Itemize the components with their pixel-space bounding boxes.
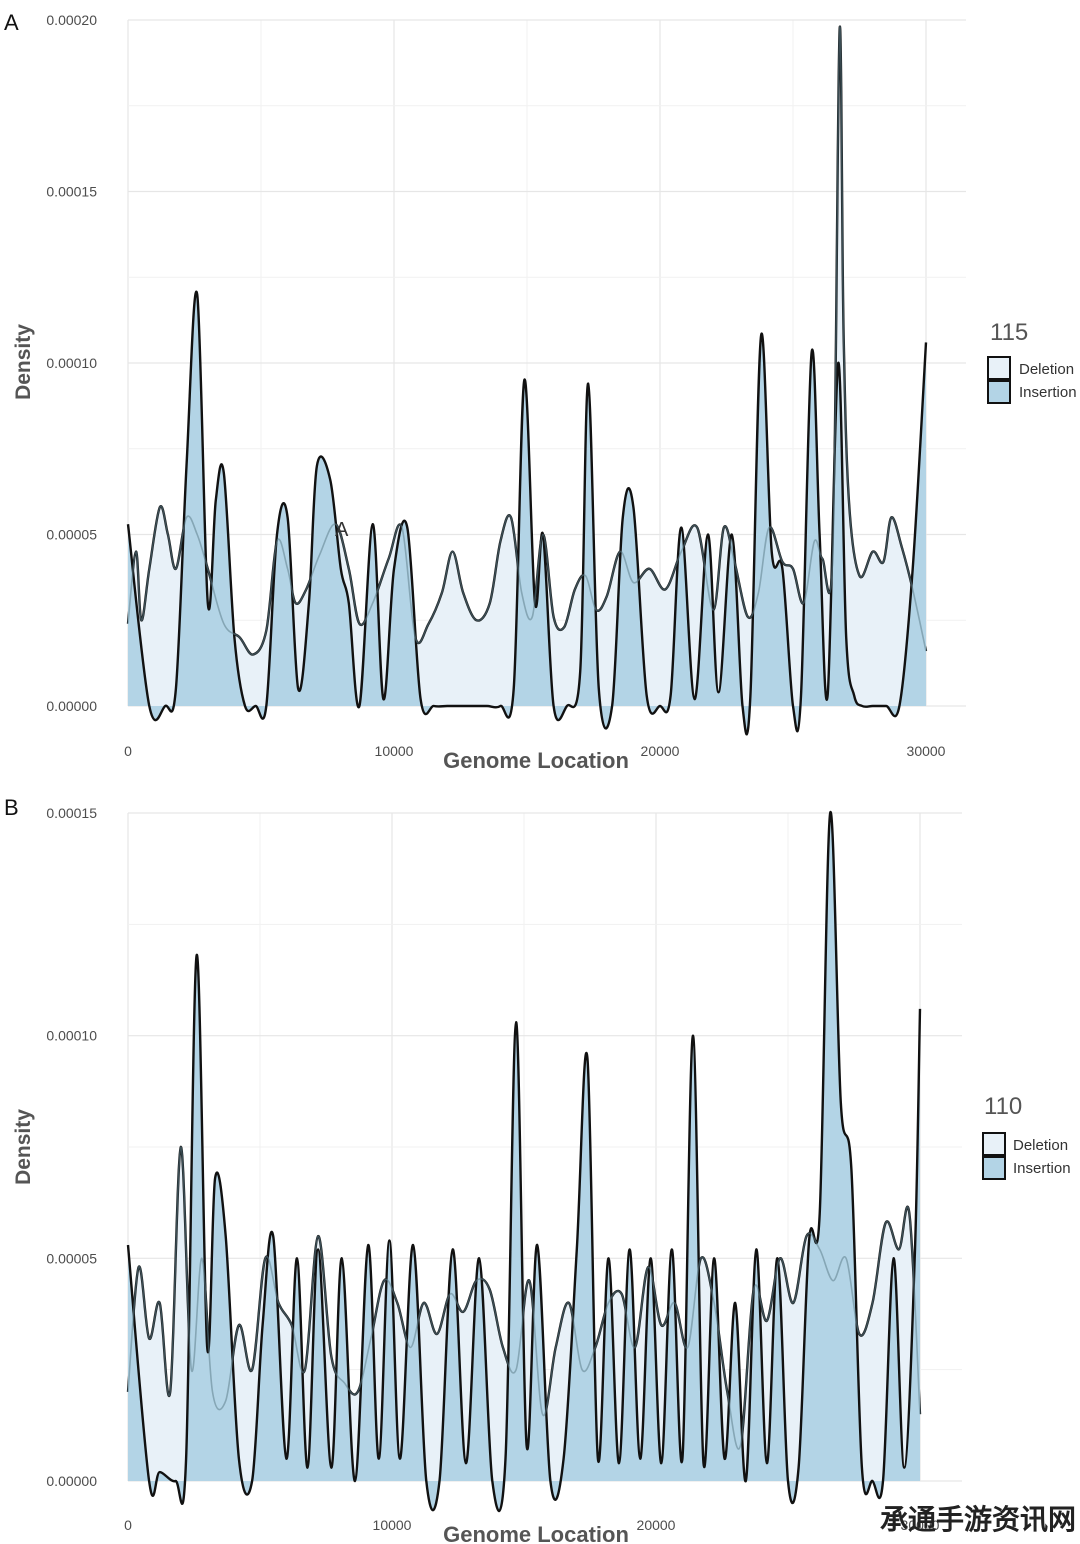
- legend-swatch-deletion: [987, 356, 1011, 380]
- x-tick-label: 10000: [373, 1517, 412, 1533]
- y-ticks: 0.00000 0.00005 0.00010 0.00015 0.00020: [46, 12, 97, 714]
- insertion-density-line: [126, 290, 928, 736]
- panel-label: B: [4, 795, 19, 820]
- legend-swatch-insertion: [982, 1156, 1006, 1180]
- deletion-overlay-line: [127, 1146, 921, 1450]
- x-tick-label: 30000: [907, 743, 946, 759]
- x-ticks: 0 10000 20000 30000: [124, 743, 946, 759]
- y-axis-title: Density: [12, 324, 35, 400]
- y-tick-label: 0.00020: [46, 12, 97, 28]
- legend-swatch-insertion: [987, 380, 1011, 404]
- deletion-overlay-line: [127, 26, 927, 656]
- legend-label-deletion: Deletion: [1019, 361, 1074, 378]
- legend-title: 110: [984, 1093, 1022, 1120]
- y-tick-label: 0.00010: [46, 355, 97, 371]
- x-tick-label: 0: [124, 743, 132, 759]
- insertion-density-area: [128, 291, 926, 735]
- y-tick-label: 0.00005: [46, 527, 97, 543]
- legend: 115 Deletion Insertion: [987, 319, 1077, 404]
- x-tick-label: 0: [124, 1517, 132, 1533]
- y-tick-label: 0.00015: [46, 805, 97, 821]
- legend-label-insertion: Insertion: [1013, 1160, 1071, 1177]
- insertion-series: [126, 811, 922, 1513]
- panel-a: A 0.00000 0.00005 0.00010 0.00015 0.00020 0 1…: [4, 10, 1077, 773]
- legend: 110 Deletion Insertion: [982, 1093, 1071, 1180]
- x-axis-title: Genome Location: [443, 748, 629, 773]
- y-tick-label: 0.00000: [46, 698, 97, 714]
- legend-label-deletion: Deletion: [1013, 1137, 1068, 1154]
- legend-swatch-deletion: [982, 1132, 1006, 1156]
- y-tick-label: 0.00005: [46, 1250, 97, 1266]
- watermark: 承通手游资讯网: [879, 1503, 1076, 1536]
- y-axis-title: Density: [12, 1109, 35, 1185]
- panel-label: A: [4, 10, 19, 35]
- x-tick-label: 20000: [637, 1517, 676, 1533]
- insertion-density-line: [126, 811, 922, 1513]
- x-ticks: 0 10000 20000 30000: [124, 1517, 940, 1533]
- legend-title: 115: [990, 319, 1028, 346]
- chart-annotation: A: [335, 519, 349, 541]
- y-ticks: 0.00000 0.00005 0.00010 0.00015: [46, 805, 97, 1489]
- x-tick-label: 30000: [901, 1517, 940, 1533]
- insertion-series: [126, 26, 928, 736]
- x-tick-label: 10000: [375, 743, 414, 759]
- y-tick-label: 0.00015: [46, 184, 97, 200]
- x-tick-label: 20000: [641, 743, 680, 759]
- y-tick-label: 0.00000: [46, 1473, 97, 1489]
- y-tick-label: 0.00010: [46, 1028, 97, 1044]
- grid: [127, 19, 966, 707]
- x-axis-title: Genome Location: [443, 1522, 629, 1544]
- legend-label-insertion: Insertion: [1019, 384, 1077, 401]
- panel-b: B 0.00000 0.00005 0.00010 0.00015 0 10000 200…: [4, 795, 1071, 1544]
